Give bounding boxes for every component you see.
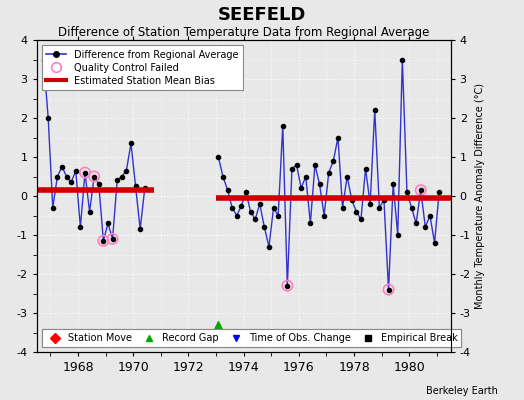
Point	[81, 170, 89, 176]
Point	[306, 220, 314, 226]
Point	[117, 173, 126, 180]
Point	[366, 201, 374, 207]
Y-axis label: Monthly Temperature Anomaly Difference (°C): Monthly Temperature Anomaly Difference (…	[475, 83, 485, 309]
Point	[219, 173, 227, 180]
Point	[233, 212, 241, 219]
Point	[407, 204, 416, 211]
Point	[269, 204, 278, 211]
Point	[108, 236, 117, 242]
Point	[81, 170, 89, 176]
Point	[127, 140, 135, 146]
Point	[274, 212, 282, 219]
Point	[389, 181, 397, 188]
Point	[44, 115, 52, 121]
Point	[228, 204, 236, 211]
Point	[385, 286, 393, 293]
Point	[251, 216, 259, 222]
Legend: Station Move, Record Gap, Time of Obs. Change, Empirical Break: Station Move, Record Gap, Time of Obs. C…	[41, 329, 461, 347]
Point	[297, 185, 305, 191]
Point	[104, 220, 112, 226]
Point	[62, 173, 71, 180]
Point	[311, 162, 319, 168]
Title: Difference of Station Temperature Data from Regional Average: Difference of Station Temperature Data f…	[58, 26, 429, 39]
Point	[412, 220, 420, 226]
Point	[279, 122, 287, 129]
Point	[324, 170, 333, 176]
Point	[113, 177, 122, 184]
Point	[430, 240, 439, 246]
Point	[302, 173, 310, 180]
Point	[421, 224, 430, 230]
Point	[292, 162, 301, 168]
Point	[370, 107, 379, 114]
Point	[352, 208, 361, 215]
Point	[339, 204, 347, 211]
Point	[99, 238, 107, 244]
Point	[39, 56, 48, 63]
Point	[214, 154, 223, 160]
Point	[426, 212, 434, 219]
Point	[136, 226, 144, 232]
Point	[237, 202, 246, 209]
Point	[90, 173, 99, 180]
Point	[246, 208, 255, 215]
Point	[242, 189, 250, 195]
Point	[394, 232, 402, 238]
Point	[265, 244, 273, 250]
Point	[334, 134, 342, 141]
Point	[90, 173, 99, 180]
Point	[72, 168, 80, 174]
Point	[140, 185, 149, 191]
Point	[58, 164, 66, 170]
Point	[99, 238, 107, 244]
Point	[67, 179, 75, 186]
Point	[122, 168, 130, 174]
Point	[380, 197, 388, 203]
Point	[283, 282, 291, 289]
Point	[256, 201, 264, 207]
Point	[362, 166, 370, 172]
Point	[343, 173, 352, 180]
Point	[76, 224, 84, 230]
Point	[320, 212, 329, 219]
Point	[49, 204, 57, 211]
Point	[223, 187, 232, 193]
Point	[347, 197, 356, 203]
Point	[214, 324, 223, 330]
Text: Berkeley Earth: Berkeley Earth	[426, 386, 498, 396]
Point	[375, 204, 384, 211]
Point	[403, 189, 411, 195]
Point	[315, 181, 324, 188]
Point	[108, 236, 117, 242]
Point	[283, 282, 291, 289]
Point	[385, 286, 393, 293]
Point	[85, 208, 94, 215]
Point	[357, 216, 365, 222]
Point	[435, 189, 443, 195]
Point	[329, 158, 337, 164]
Point	[417, 187, 425, 193]
Point	[417, 187, 425, 193]
Point	[398, 56, 407, 63]
Text: SEEFELD: SEEFELD	[218, 6, 306, 24]
Point	[53, 173, 62, 180]
Point	[132, 183, 140, 190]
Point	[260, 224, 269, 230]
Point	[288, 166, 296, 172]
Point	[94, 181, 103, 188]
